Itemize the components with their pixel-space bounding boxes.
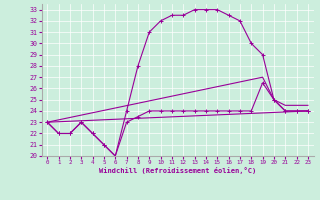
X-axis label: Windchill (Refroidissement éolien,°C): Windchill (Refroidissement éolien,°C) bbox=[99, 167, 256, 174]
